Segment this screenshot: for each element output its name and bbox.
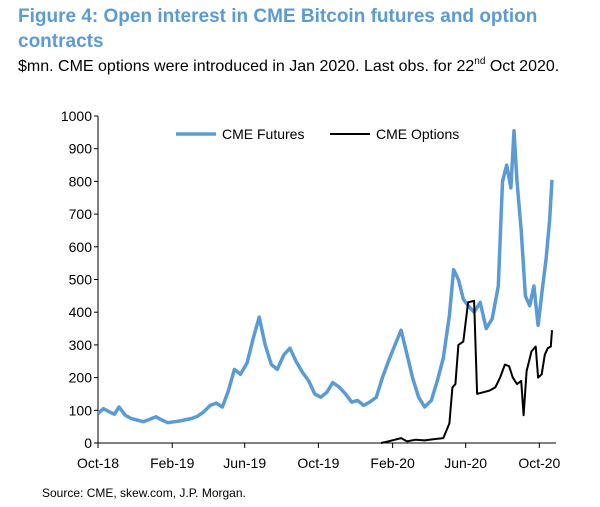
x-tick-label: Oct-19	[297, 455, 339, 471]
x-tick-label: Jun-19	[223, 455, 266, 471]
legend-futures-label: CME Futures	[222, 126, 304, 142]
y-tick-label: 400	[69, 304, 93, 320]
y-tick-label: 700	[69, 206, 93, 222]
subtitle-text: $mn. CME options were introduced in Jan …	[18, 58, 475, 75]
series-line-futures	[96, 128, 554, 425]
y-tick-label: 1000	[61, 108, 92, 124]
chart-subtitle: $mn. CME options were introduced in Jan …	[18, 55, 588, 78]
x-tick-label: Oct-18	[77, 455, 119, 471]
y-tick-label: 0	[84, 435, 92, 451]
x-tick-label: Oct-20	[518, 455, 560, 471]
chart-series	[96, 128, 554, 444]
legend-options-label: CME Options	[376, 126, 459, 142]
subtitle-text-end: Oct 2020.	[485, 58, 560, 75]
source-note: Source: CME, skew.com, J.P. Morgan.	[42, 486, 246, 500]
x-tick-label: Feb-20	[370, 455, 415, 471]
y-tick-label: 100	[69, 402, 93, 418]
y-tick-label: 300	[69, 337, 93, 353]
chart-axes: 0 100 200 300 400 500 600 700 800 900 1000 Oct-18 Fe…	[61, 108, 561, 471]
series-line-options	[380, 299, 553, 444]
y-tick-label: 600	[69, 239, 93, 255]
y-tick-label: 800	[69, 173, 93, 189]
y-tick-label: 200	[69, 370, 93, 386]
x-tick-label: Feb-19	[150, 455, 195, 471]
subtitle-superscript: nd	[474, 55, 486, 67]
chart-title: Figure 4: Open interest in CME Bitcoin f…	[18, 6, 538, 52]
y-tick-label: 500	[69, 272, 93, 288]
chart-legend: CME Futures CME Options	[176, 126, 459, 142]
x-tick-label: Jun-20	[444, 455, 487, 471]
y-tick-label: 900	[69, 141, 93, 157]
